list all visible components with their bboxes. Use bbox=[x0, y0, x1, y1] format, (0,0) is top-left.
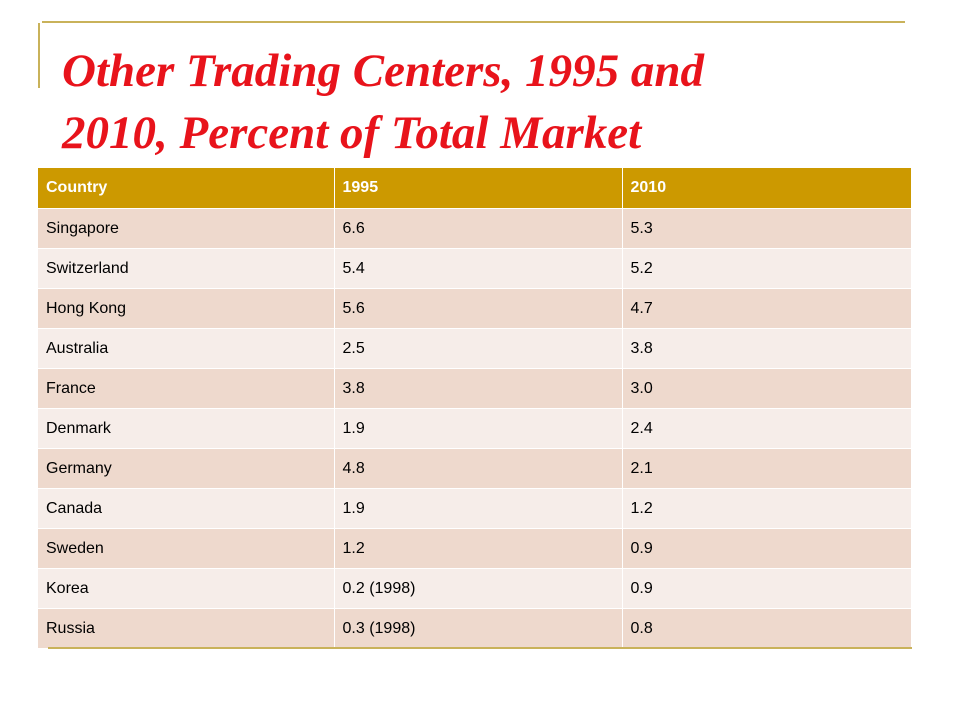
cell-2010: 0.9 bbox=[621, 568, 911, 609]
trading-centers-table: Country 1995 2010 Singapore 6.6 5.3 Swit… bbox=[38, 168, 911, 649]
cell-1995: 3.8 bbox=[333, 368, 622, 409]
left-accent-rule bbox=[38, 23, 40, 88]
slide-title-line-2: 2010, Percent of Total Market bbox=[62, 107, 642, 159]
table-header-row: Country 1995 2010 bbox=[38, 168, 911, 209]
table-row: Hong Kong 5.6 4.7 bbox=[38, 288, 911, 329]
cell-country: Korea bbox=[38, 568, 334, 609]
cell-country: Hong Kong bbox=[38, 288, 334, 329]
column-header-country: Country bbox=[38, 168, 334, 209]
table-row: Denmark 1.9 2.4 bbox=[38, 408, 911, 449]
cell-2010: 3.8 bbox=[621, 328, 911, 369]
cell-1995: 1.9 bbox=[333, 488, 622, 529]
cell-2010: 2.4 bbox=[621, 408, 911, 449]
column-header-2010: 2010 bbox=[621, 168, 911, 209]
cell-country: Russia bbox=[38, 608, 334, 649]
cell-1995: 1.9 bbox=[333, 408, 622, 449]
cell-1995: 2.5 bbox=[333, 328, 622, 369]
cell-2010: 3.0 bbox=[621, 368, 911, 409]
cell-1995: 1.2 bbox=[333, 528, 622, 569]
cell-country: Germany bbox=[38, 448, 334, 489]
table-row: Switzerland 5.4 5.2 bbox=[38, 248, 911, 289]
column-header-1995: 1995 bbox=[333, 168, 622, 209]
cell-2010: 0.9 bbox=[621, 528, 911, 569]
table-row: Australia 2.5 3.8 bbox=[38, 328, 911, 369]
table-row: Canada 1.9 1.2 bbox=[38, 488, 911, 529]
table-row: France 3.8 3.0 bbox=[38, 368, 911, 409]
cell-2010: 0.8 bbox=[621, 608, 911, 649]
cell-2010: 4.7 bbox=[621, 288, 911, 329]
table-row: Germany 4.8 2.1 bbox=[38, 448, 911, 489]
cell-2010: 1.2 bbox=[621, 488, 911, 529]
table-row: Russia 0.3 (1998) 0.8 bbox=[38, 608, 911, 649]
slide-title: Other Trading Centers, 1995 and 2010, Pe… bbox=[62, 40, 922, 164]
cell-1995: 0.3 (1998) bbox=[333, 608, 622, 649]
cell-2010: 5.2 bbox=[621, 248, 911, 289]
cell-2010: 2.1 bbox=[621, 448, 911, 489]
cell-1995: 0.2 (1998) bbox=[333, 568, 622, 609]
cell-2010: 5.3 bbox=[621, 208, 911, 249]
cell-country: Sweden bbox=[38, 528, 334, 569]
cell-1995: 4.8 bbox=[333, 448, 622, 489]
cell-country: Singapore bbox=[38, 208, 334, 249]
cell-1995: 5.6 bbox=[333, 288, 622, 329]
cell-1995: 6.6 bbox=[333, 208, 622, 249]
cell-1995: 5.4 bbox=[333, 248, 622, 289]
top-accent-rule bbox=[42, 21, 905, 23]
slide-title-line-1: Other Trading Centers, 1995 and bbox=[62, 45, 704, 97]
cell-country: Switzerland bbox=[38, 248, 334, 289]
cell-country: Australia bbox=[38, 328, 334, 369]
cell-country: France bbox=[38, 368, 334, 409]
cell-country: Denmark bbox=[38, 408, 334, 449]
table-row: Korea 0.2 (1998) 0.9 bbox=[38, 568, 911, 609]
bottom-accent-rule bbox=[48, 647, 912, 649]
table-row: Sweden 1.2 0.9 bbox=[38, 528, 911, 569]
table-row: Singapore 6.6 5.3 bbox=[38, 208, 911, 249]
cell-country: Canada bbox=[38, 488, 334, 529]
